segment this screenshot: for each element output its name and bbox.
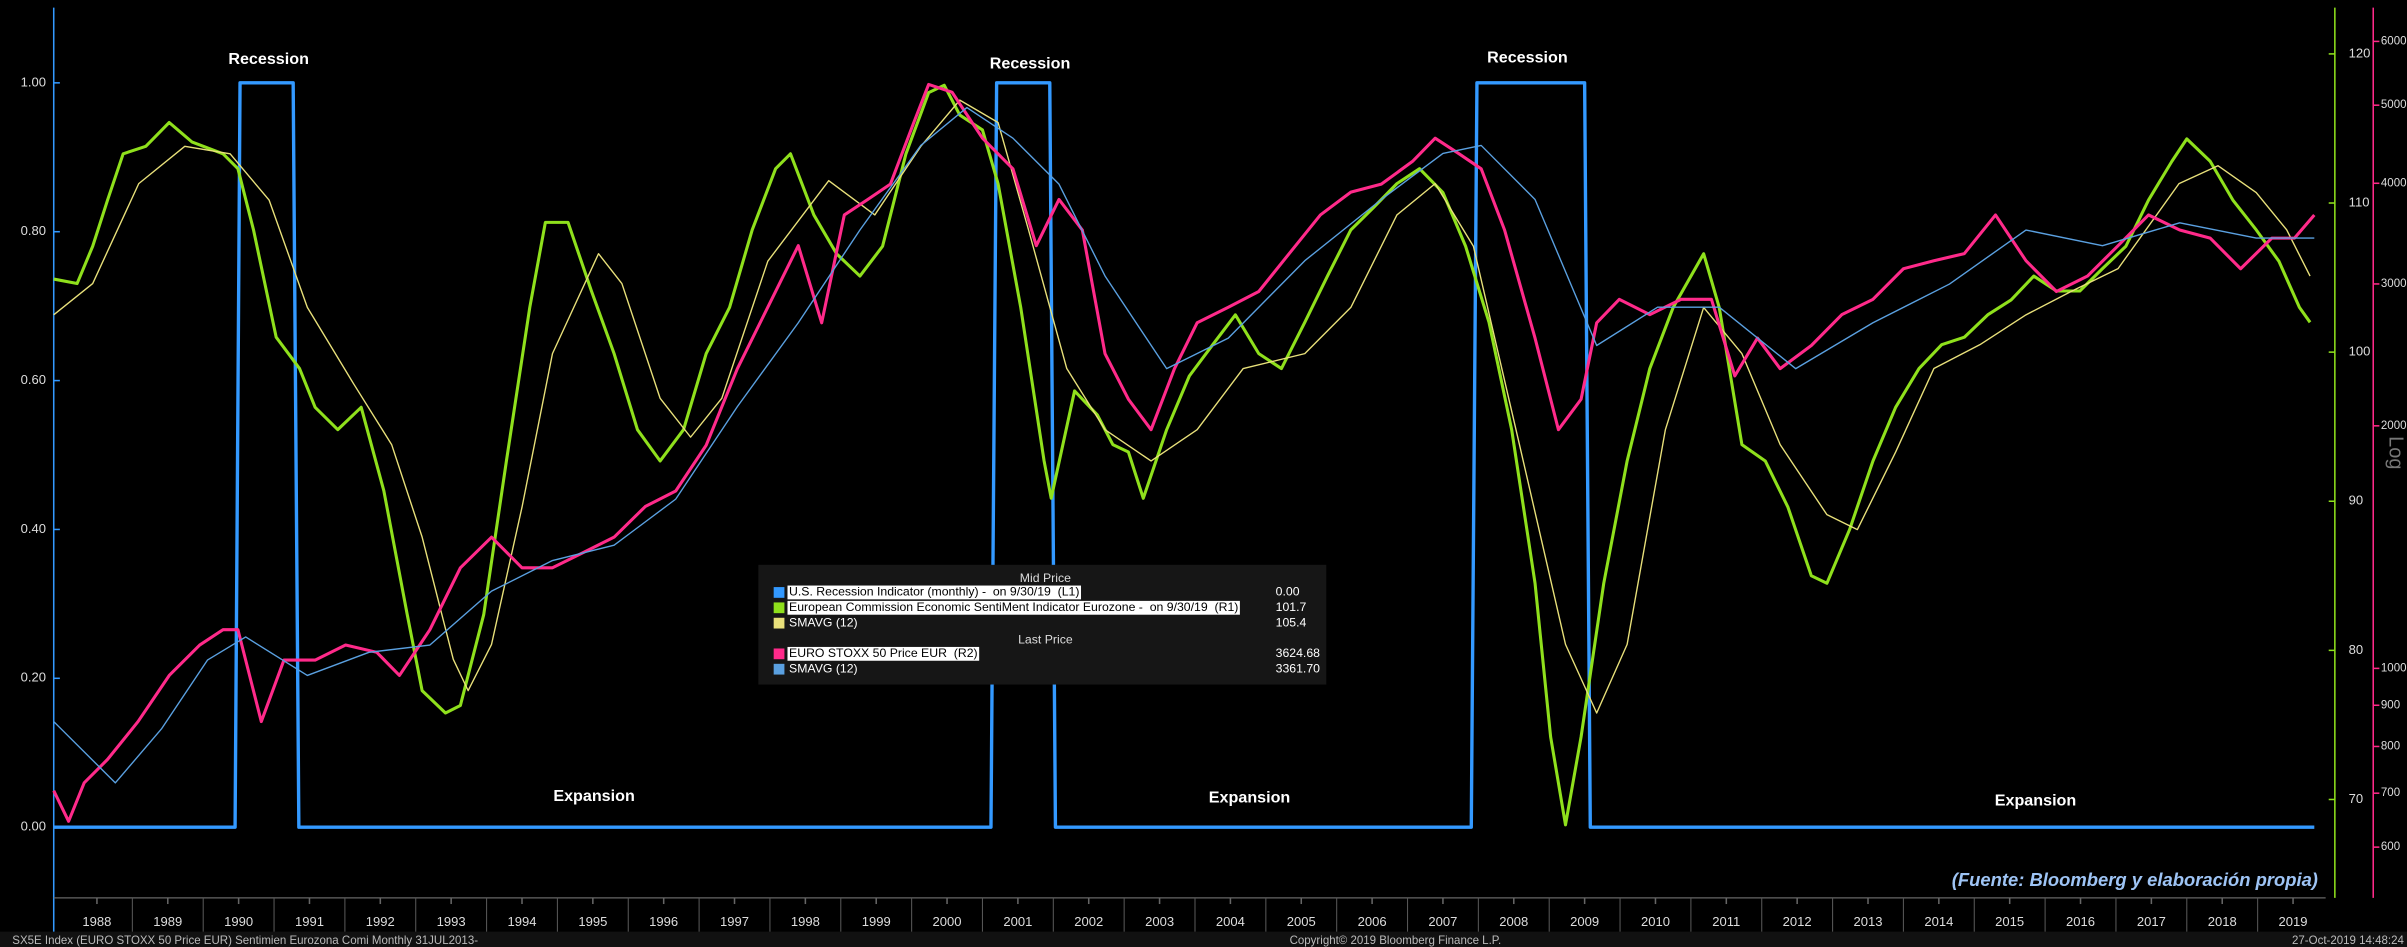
log-label: Log [2384,436,2406,469]
x-tick-label: 2003 [1145,914,1174,929]
y3-tick-label: 900 [2381,699,2400,711]
series-line [53,83,2312,827]
legend-value: 3624.68 [1276,646,1321,660]
x-tick-label: 1990 [224,914,253,929]
y2-tick-label: 120 [2349,45,2371,60]
y3-tick-label: 4000 [2381,177,2407,189]
source-note: (Fuente: Bloomberg y elaboración propia) [1952,869,2318,890]
legend-label: U.S. Recession Indicator (monthly) - on … [789,585,1079,599]
y-tick-label: 0.80 [21,223,46,238]
annotation: Recession [990,55,1071,73]
y-tick-label: 0.20 [21,670,46,685]
y2-tick-label: 90 [2349,493,2364,508]
x-tick-label: 2017 [2137,914,2166,929]
y3-tick-label: 600 [2381,841,2400,853]
annotation: Recession [228,50,309,68]
x-tick-label: 2000 [933,914,962,929]
footer-band [0,931,2407,947]
x-tick-label: 2001 [1003,914,1032,929]
legend-highlight [787,600,1240,615]
footer-center: Copyright© 2019 Bloomberg Finance L.P. [1290,935,1502,947]
x-tick-label: 2006 [1358,914,1387,929]
x-tick-label: 2010 [1641,914,1670,929]
legend-value: 105.4 [1276,615,1307,629]
legend-label: SMAVG (12) [789,661,858,675]
y3-tick-label: 1000 [2381,662,2407,674]
legend: Mid Price Last Price U.S. Recession Indica… [758,564,1327,685]
x-tick-label: 1991 [295,914,324,929]
series-line [53,106,2315,784]
plot [52,81,2316,829]
x-tick-label: 2013 [1853,914,1882,929]
x-tick-label: 2015 [1995,914,2024,929]
x-tick-label: 1989 [153,914,182,929]
x-tick-label: 2011 [1712,914,1740,929]
y-tick-label: 0.40 [21,521,46,536]
x-tick-label: 1992 [366,914,395,929]
y2-tick-label: 70 [2349,791,2364,806]
legend-value: 0.00 [1276,585,1300,599]
footer-left: SX5E Index (EURO STOXX 50 Price EUR) Sen… [12,935,478,947]
annotation: Expansion [553,787,634,805]
x-tick-label: 2019 [2279,914,2308,929]
y3-tick-label: 700 [2381,787,2400,799]
legend-swatch [773,648,785,660]
x-tick-label: 1997 [720,914,749,929]
legend-swatch [773,602,785,614]
annotation: Expansion [1209,788,1290,806]
legend-box [758,564,1327,685]
x-tick-label: 2009 [1570,914,1599,929]
x-tick-label: 1998 [791,914,820,929]
legend-header: Last Price [1018,632,1073,646]
legend-label: SMAVG (12) [789,615,858,629]
y3-tick-label: 3000 [2381,278,2407,290]
x-tick-label: 2007 [1428,914,1457,929]
footer-right: 27-Oct-2019 14:48:24 [2292,935,2404,947]
legend-highlight [787,585,1082,600]
legend-swatch [773,617,785,629]
legend-value: 101.7 [1276,600,1307,614]
x-tick-label: 2018 [2208,914,2237,929]
y-tick-label: 0.60 [21,372,46,387]
legend-label: European Commission Economic SentiMent I… [789,600,1238,614]
x-tick-label: 1999 [862,914,891,929]
y2-tick-label: 100 [2349,344,2371,359]
y-tick-label: 1.00 [21,74,46,89]
x-tick-label: 1996 [649,914,678,929]
x-tick-label: 2004 [1216,914,1245,929]
y2-tick-label: 80 [2349,642,2364,657]
legend-swatch [773,587,785,598]
annotation: Expansion [1995,791,2076,809]
legend-label: EURO STOXX 50 Price EUR (R2) [789,646,978,660]
y-tick-label: 0.00 [21,819,46,834]
x-tick-label: 2012 [1783,914,1812,929]
y2-tick-label: 110 [2349,194,2370,209]
x-tick-label: 2002 [1074,914,1103,929]
y3-tick-label: 5000 [2381,99,2407,111]
x-tick-label: 2005 [1287,914,1316,929]
x-tick-label: 2014 [1924,914,1953,929]
series-line [53,99,2311,714]
y3-tick-label: 2000 [2381,420,2407,432]
legend-header: Mid Price [1020,571,1071,585]
x-tick-label: 1993 [437,914,466,929]
x-tick-label: 1988 [82,914,111,929]
legend-value: 3361.70 [1276,661,1321,675]
legend-swatch [773,663,785,675]
series-line [53,81,2315,829]
y3-tick-label: 800 [2381,741,2400,753]
x-tick-label: 1994 [507,914,536,929]
x-tick-label: 2008 [1499,914,1528,929]
series-line [52,82,2316,823]
annotation: Recession [1487,49,1568,67]
legend-highlight [787,646,980,661]
y3-tick-label: 6000 [2381,35,2407,47]
x-tick-label: 1995 [578,914,607,929]
x-tick-label: 2016 [2066,914,2095,929]
